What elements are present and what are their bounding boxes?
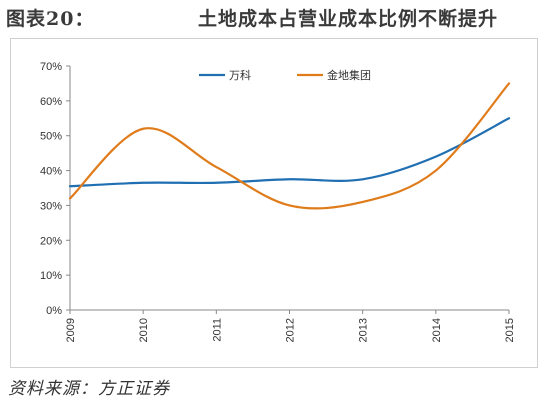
y-tick-label: 0% bbox=[46, 305, 62, 317]
y-tick-label: 50% bbox=[40, 131, 62, 143]
series-line-2 bbox=[68, 82, 511, 210]
source-note: 资料来源：方正证券 bbox=[8, 379, 170, 399]
x-tick-label: 2012 bbox=[285, 318, 297, 342]
x-tick-label: 2011 bbox=[211, 318, 223, 342]
legend-label-1: 万科 bbox=[229, 68, 251, 82]
y-tick-label: 70% bbox=[40, 61, 62, 73]
x-tick-label: 2014 bbox=[431, 318, 443, 342]
y-tick-label: 60% bbox=[40, 96, 62, 108]
y-tick-label: 20% bbox=[40, 235, 62, 247]
figure-title: 土地成本占营业成本比例不断提升 bbox=[198, 8, 499, 30]
figure-number: 图表20： bbox=[6, 8, 95, 30]
y-tick-label: 10% bbox=[40, 270, 62, 282]
y-tick-label: 30% bbox=[40, 200, 62, 212]
chart-container: 0% 10% 20% 30% 40% 50% 60% 70% 2009 2010 2011 2012 2… bbox=[10, 38, 538, 368]
x-tick-label: 2010 bbox=[138, 318, 150, 342]
legend-label-2: 金地集团 bbox=[327, 68, 371, 82]
x-tick-label: 2009 bbox=[65, 318, 77, 342]
x-tick-label: 2013 bbox=[358, 318, 370, 342]
x-tick-label: 2015 bbox=[504, 318, 516, 342]
line-chart: 0% 10% 20% 30% 40% 50% 60% 70% 2009 2010 2011 2012 2… bbox=[40, 61, 516, 342]
series-line-1 bbox=[68, 117, 511, 188]
y-tick-label: 40% bbox=[40, 166, 62, 178]
